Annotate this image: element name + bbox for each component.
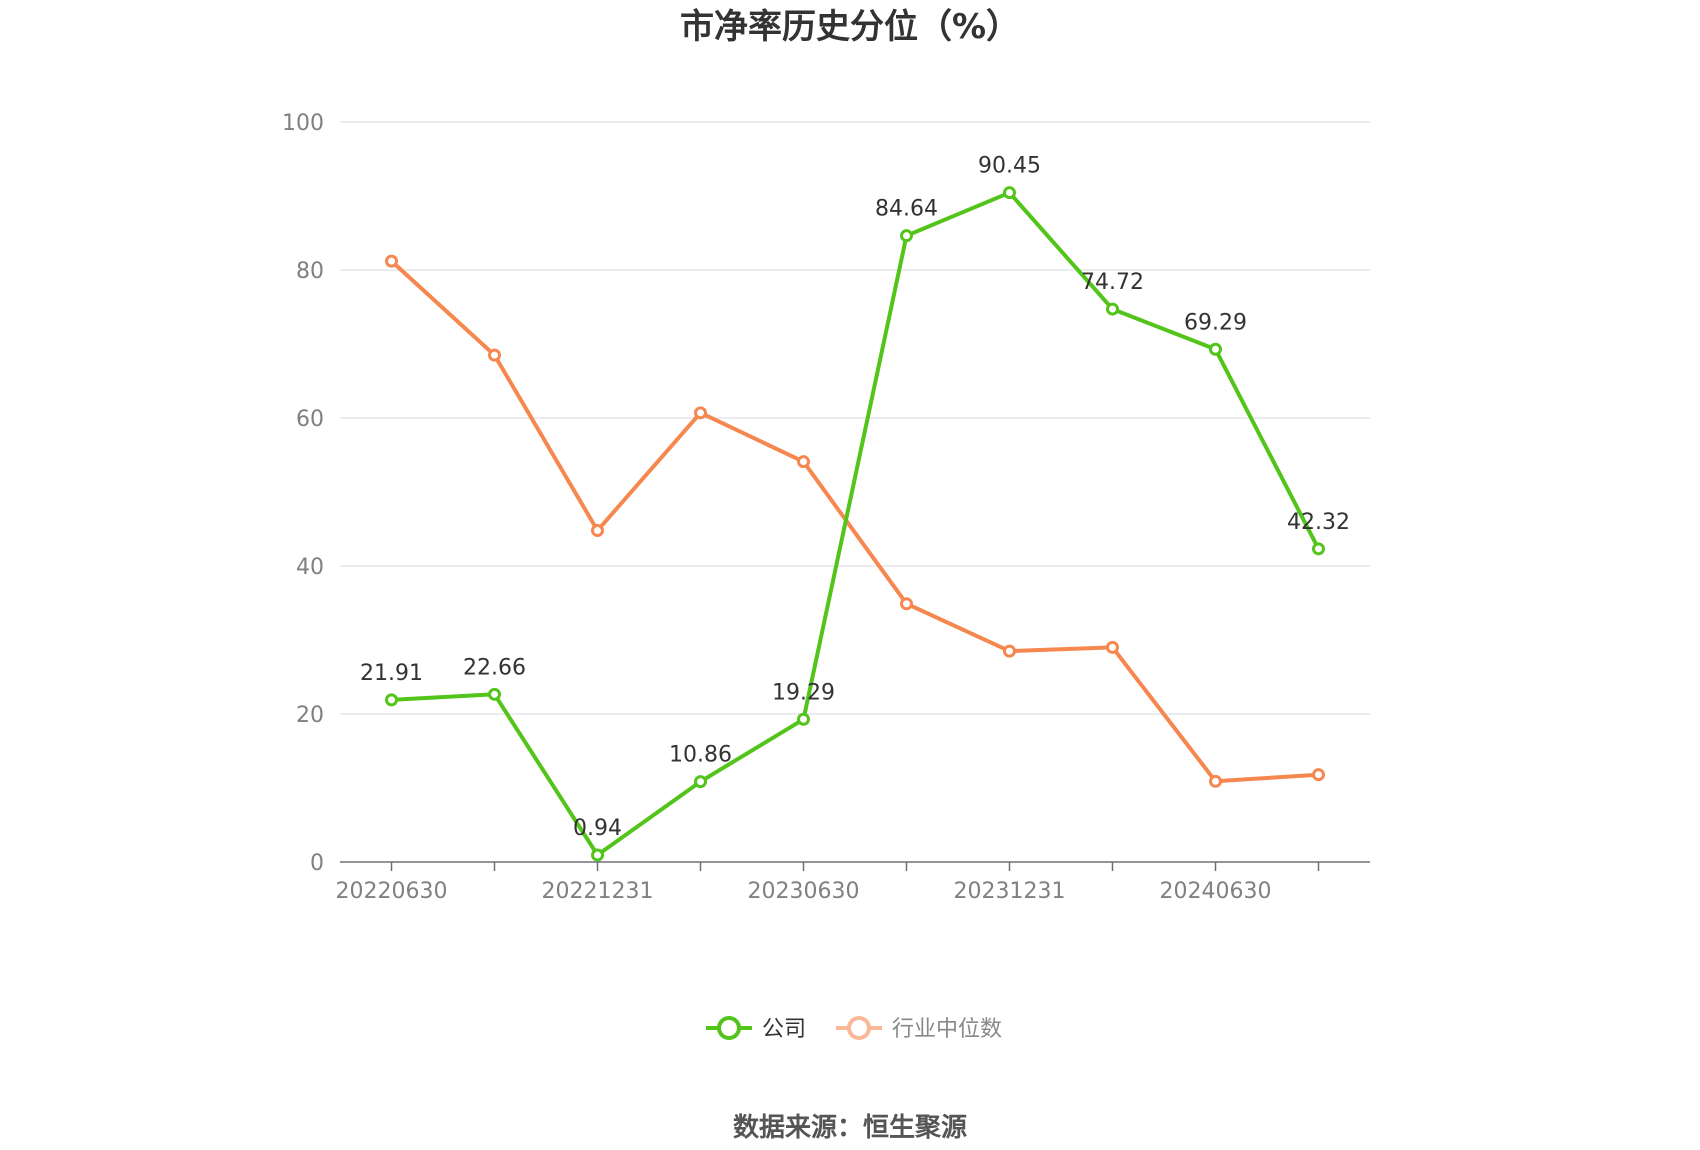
data-label: 10.86 (669, 743, 732, 768)
data-point-company[interactable] (1209, 342, 1222, 356)
data-point-industry[interactable] (488, 348, 501, 362)
data-label: 69.29 (1184, 310, 1247, 335)
data-point-industry[interactable] (694, 406, 707, 420)
legend-item-company[interactable]: 公司 (706, 1016, 806, 1042)
data-point-company[interactable] (1312, 542, 1325, 556)
data-point-company[interactable] (488, 687, 501, 701)
data-label: 90.45 (978, 154, 1041, 179)
data-label: 42.32 (1287, 510, 1350, 535)
data-point-company[interactable] (1106, 302, 1119, 316)
chart-title: 市净率历史分位（%） (680, 7, 1020, 47)
data-point-industry[interactable] (385, 254, 398, 268)
data-label: 0.94 (573, 816, 622, 841)
x-tick-label: 20230630 (748, 879, 860, 904)
data-point-industry[interactable] (1209, 774, 1222, 788)
y-tick-label: 80 (296, 259, 324, 284)
data-label: 21.91 (360, 661, 423, 686)
data-label: 22.66 (463, 655, 526, 680)
data-label: 84.64 (875, 197, 938, 222)
y-tick-label: 0 (310, 851, 324, 876)
x-tick-label: 20221231 (542, 879, 654, 904)
x-tick-label: 20231231 (954, 879, 1066, 904)
data-point-industry[interactable] (797, 455, 810, 469)
y-tick-label: 20 (296, 703, 324, 728)
data-point-company[interactable] (1003, 186, 1016, 200)
axes: 0 20 40 60 80 100 20220630 20221231 20230630 2023… (282, 111, 1370, 904)
data-labels: 21.91 22.66 0.94 10.86 19.29 84.64 90.45 74.72 6… (360, 154, 1350, 841)
data-label: 19.29 (772, 680, 835, 705)
data-point-company[interactable] (900, 229, 913, 243)
data-point-industry[interactable] (591, 523, 604, 537)
series-line-company (391, 190, 1321, 857)
data-point-industry[interactable] (1106, 640, 1119, 654)
series-line-industry (390, 259, 1319, 784)
y-tick-label: 40 (296, 555, 324, 580)
data-point-industry[interactable] (1312, 768, 1325, 782)
y-tick-label: 100 (282, 111, 324, 136)
y-tick-label: 60 (296, 407, 324, 432)
legend-swatch-marker (717, 1016, 741, 1040)
series (385, 186, 1325, 862)
legend-item-industry[interactable]: 行业中位数 (836, 1016, 1002, 1042)
data-point-company[interactable] (591, 848, 604, 862)
data-label: 74.72 (1081, 270, 1144, 295)
legend-label: 公司 (762, 1017, 806, 1042)
data-point-company[interactable] (385, 693, 398, 707)
legend[interactable]: 公司 行业中位数 (706, 1016, 1002, 1042)
data-point-industry[interactable] (900, 597, 913, 611)
x-tick-label: 20240630 (1160, 879, 1272, 904)
grid (340, 121, 1370, 715)
data-point-company[interactable] (694, 775, 707, 789)
x-tick-label: 20220630 (336, 879, 448, 904)
data-point-company[interactable] (797, 712, 810, 726)
legend-label: 行业中位数 (892, 1017, 1002, 1042)
source-note: 数据来源：恒生聚源 (733, 1113, 967, 1143)
data-point-industry[interactable] (1003, 644, 1016, 658)
legend-swatch-marker (847, 1016, 871, 1040)
